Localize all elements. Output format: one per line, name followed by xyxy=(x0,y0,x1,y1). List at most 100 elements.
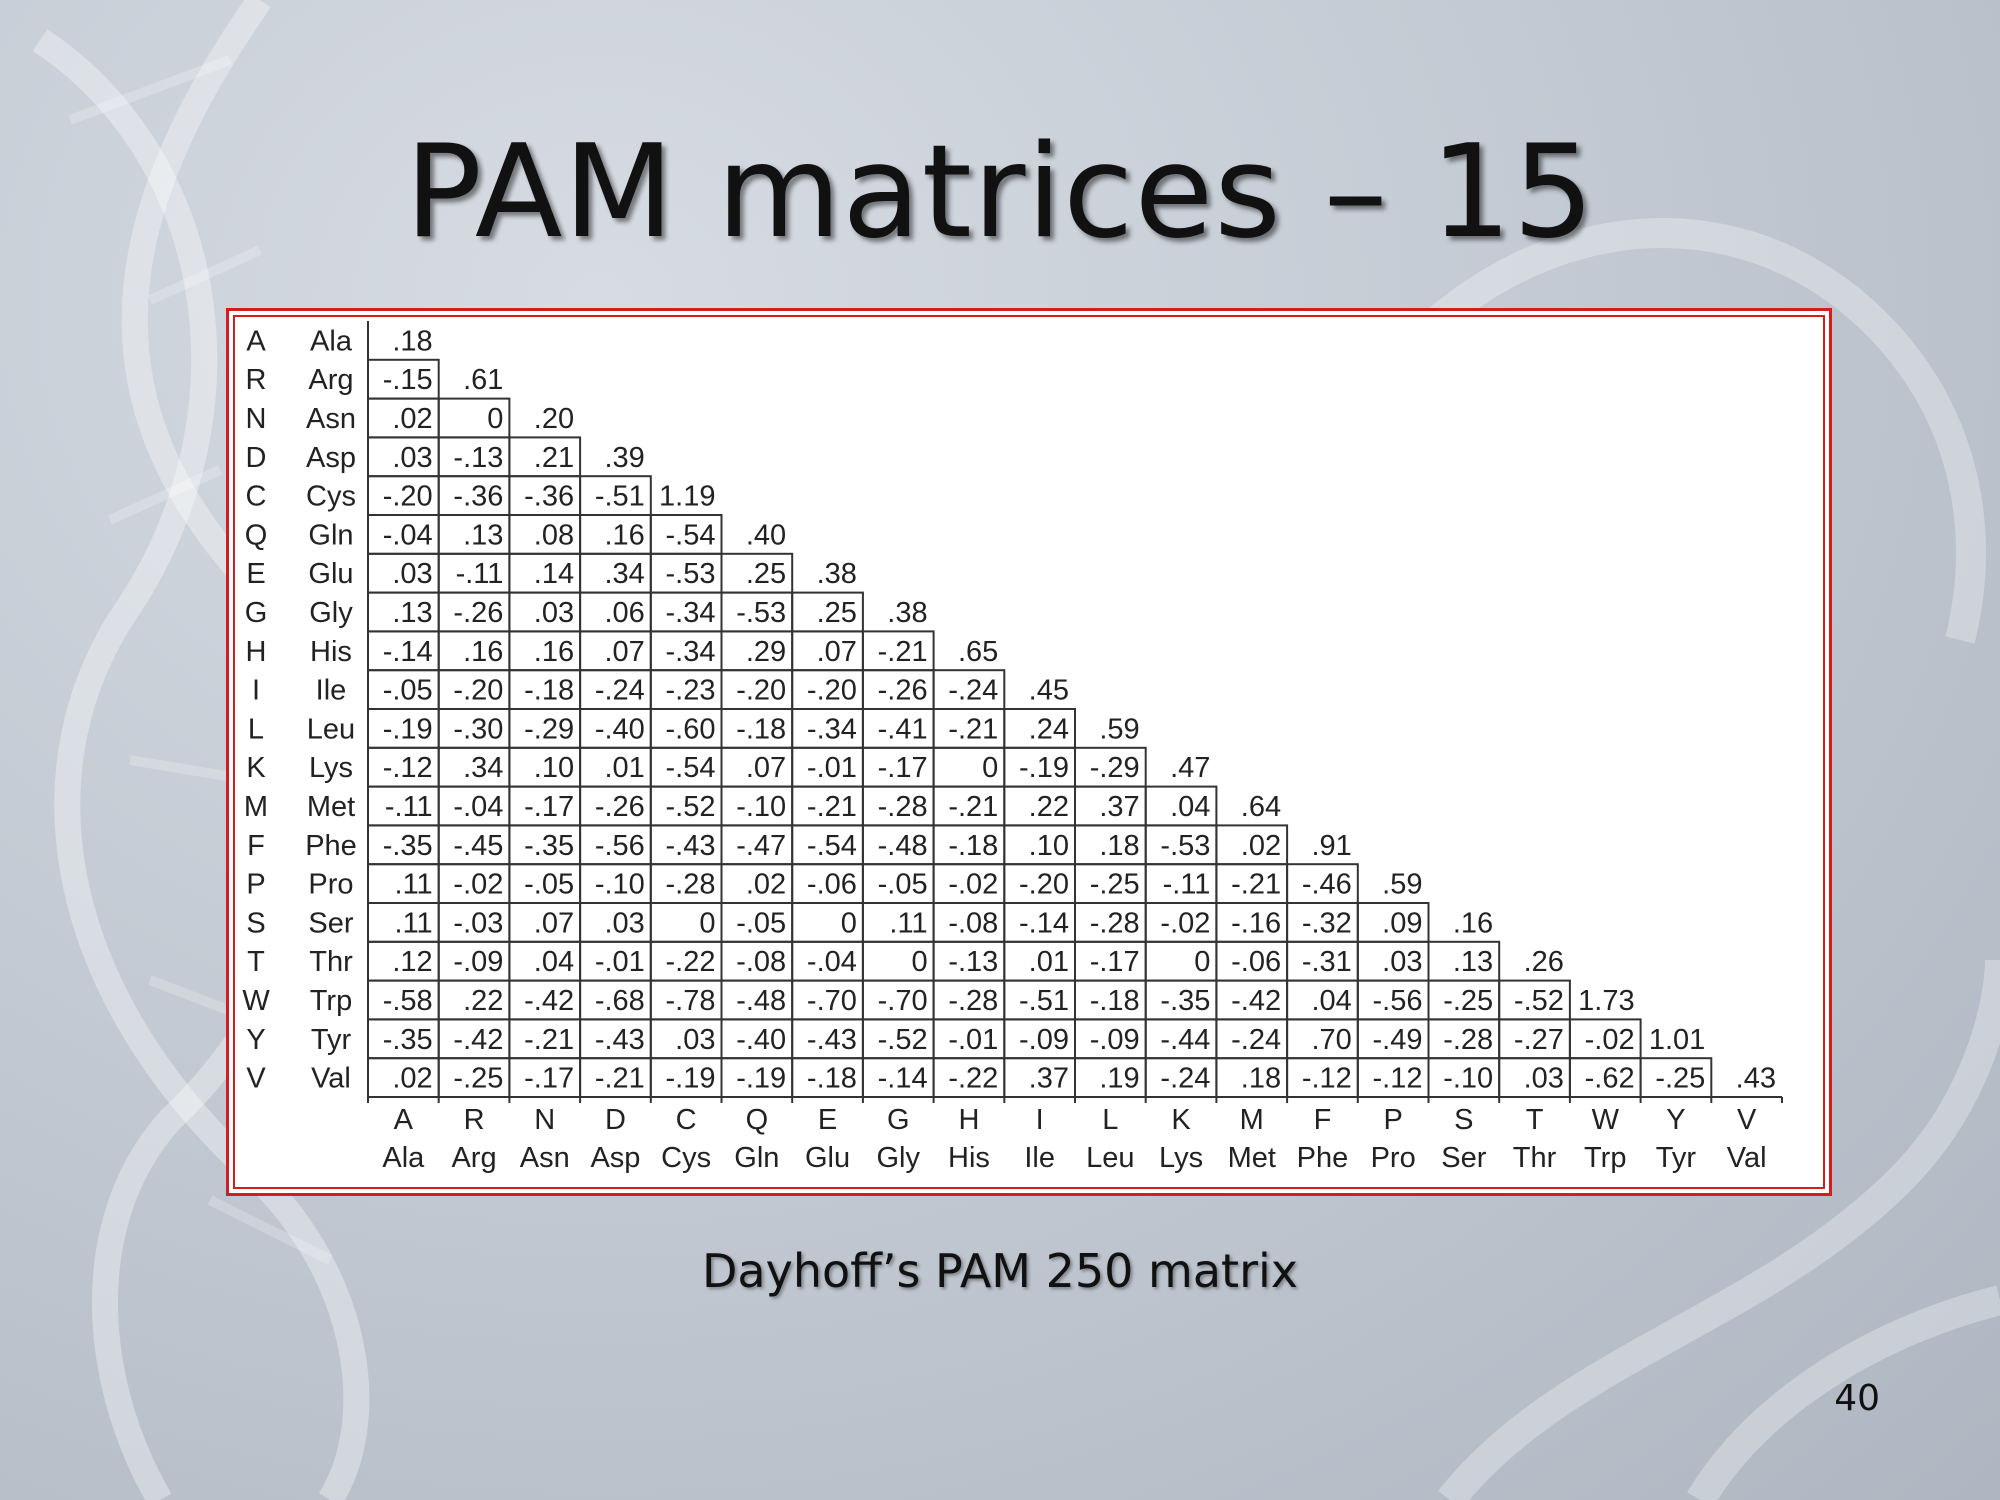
matrix-cell-value: -.28 xyxy=(1090,907,1140,939)
matrix-cell-value: -.25 xyxy=(1655,1063,1705,1095)
column-code-label: D xyxy=(605,1104,626,1136)
row-code-label: V xyxy=(246,1063,266,1095)
row-name-label: Asn xyxy=(306,403,356,435)
matrix-cell-value: .13 xyxy=(392,597,432,629)
page-number: 40 xyxy=(1834,1378,1880,1419)
row-code-label: T xyxy=(247,946,265,978)
column-code-label: L xyxy=(1102,1104,1118,1136)
row-name-label: Ile xyxy=(316,675,347,707)
matrix-cell-value: -.43 xyxy=(666,830,716,862)
row-code-label: H xyxy=(246,636,267,668)
matrix-cell-value: -.26 xyxy=(595,791,645,823)
column-name-label: Ser xyxy=(1441,1142,1486,1174)
matrix-cell-value: -.40 xyxy=(595,713,645,745)
column-code-label: K xyxy=(1171,1104,1191,1136)
matrix-cell-value: -.21 xyxy=(878,636,928,668)
matrix-cell-value: .11 xyxy=(889,907,927,939)
matrix-cell-value: -.20 xyxy=(736,675,786,707)
matrix-cell-value: .07 xyxy=(817,636,857,668)
matrix-cell-value: -.28 xyxy=(666,869,716,901)
row-code-label: P xyxy=(246,869,265,901)
matrix-cell-value: -.70 xyxy=(878,985,928,1017)
matrix-grid-lines xyxy=(367,321,1783,1103)
row-name-label: His xyxy=(310,636,352,668)
column-code-label: N xyxy=(534,1104,555,1136)
matrix-cell-value: -.18 xyxy=(1090,985,1140,1017)
column-name-label: Thr xyxy=(1513,1142,1557,1174)
column-code-label: V xyxy=(1737,1104,1757,1136)
column-code-label: A xyxy=(394,1104,414,1136)
pam-matrix-panel: A Ala .18 R Arg -.15 .61 N Asn .02 0 .20 D Asp .03 -.13… xyxy=(226,308,1832,1196)
matrix-cell-value: -.41 xyxy=(878,713,928,745)
matrix-cell-value: -.13 xyxy=(453,442,503,474)
matrix-cell-value: -.21 xyxy=(524,1024,574,1056)
matrix-cell-value: -.20 xyxy=(807,675,857,707)
matrix-cell-value: .34 xyxy=(604,558,644,590)
matrix-cell-value: -.42 xyxy=(1231,985,1281,1017)
column-code-label: I xyxy=(1036,1104,1044,1136)
matrix-cell-value: -.27 xyxy=(1514,1024,1564,1056)
matrix-cell-value: -.35 xyxy=(1160,985,1210,1017)
matrix-cell-value: -.34 xyxy=(666,597,716,629)
matrix-cell-value: 0 xyxy=(1194,946,1210,978)
column-name-label: Pro xyxy=(1371,1142,1416,1174)
matrix-cell-value: 0 xyxy=(911,946,927,978)
matrix-cell-value: -.02 xyxy=(1585,1024,1635,1056)
matrix-cell-value: .02 xyxy=(392,1063,432,1095)
matrix-cell-value: -.34 xyxy=(666,636,716,668)
pam250-matrix-table: A Ala .18 R Arg -.15 .61 N Asn .02 0 .20 D Asp .03 -.13… xyxy=(242,321,1783,1174)
matrix-cell-value: -.48 xyxy=(878,830,928,862)
matrix-diagonal-value: .65 xyxy=(958,636,998,668)
column-name-label: Val xyxy=(1727,1142,1767,1174)
matrix-diagonal-value: .61 xyxy=(463,364,503,396)
matrix-cell-value: -.12 xyxy=(1373,1063,1423,1095)
matrix-cell-value: .03 xyxy=(392,442,432,474)
matrix-cell-value: .11 xyxy=(395,907,433,939)
matrix-cell-value: -.44 xyxy=(1160,1024,1210,1056)
matrix-cell-value: -.62 xyxy=(1585,1063,1635,1095)
row-name-label: Ala xyxy=(310,325,353,357)
matrix-cell-value: -.47 xyxy=(736,830,786,862)
row-code-label: A xyxy=(246,325,266,357)
matrix-cell-value: -.56 xyxy=(1373,985,1423,1017)
matrix-diagonal-value: .40 xyxy=(746,519,786,551)
matrix-cell-value: -.19 xyxy=(666,1063,716,1095)
matrix-cell-value: -.42 xyxy=(524,985,574,1017)
matrix-cell-value: -.24 xyxy=(948,675,998,707)
matrix-cell-value: .01 xyxy=(604,752,644,784)
matrix-cell-value: -.04 xyxy=(383,519,433,551)
row-name-label: Asp xyxy=(306,442,356,474)
matrix-cell-value: -.04 xyxy=(807,946,857,978)
matrix-cell-value: -.30 xyxy=(453,713,503,745)
matrix-cell-value: -.45 xyxy=(453,830,503,862)
matrix-cell-value: -.02 xyxy=(1160,907,1210,939)
column-code-label: Q xyxy=(746,1104,769,1136)
matrix-cell-value: -.78 xyxy=(666,985,716,1017)
matrix-cell-value: .12 xyxy=(392,946,432,978)
matrix-cell-value: -.20 xyxy=(383,481,433,513)
matrix-cell-value: .21 xyxy=(534,442,574,474)
matrix-cell-value: -.36 xyxy=(524,481,574,513)
matrix-diagonal-value: .59 xyxy=(1099,713,1139,745)
row-name-label: Glu xyxy=(308,558,353,590)
matrix-cell-value: -.13 xyxy=(948,946,998,978)
matrix-cell-value: -.06 xyxy=(807,869,857,901)
matrix-cell-value: -.17 xyxy=(524,791,574,823)
row-code-label: I xyxy=(252,675,260,707)
matrix-cell-value: -.17 xyxy=(878,752,928,784)
row-code-label: F xyxy=(247,830,265,862)
matrix-cell-value: .22 xyxy=(1029,791,1069,823)
matrix-cell-value: -.26 xyxy=(453,597,503,629)
matrix-cell-value: -.10 xyxy=(595,869,645,901)
row-name-label: Thr xyxy=(309,946,353,978)
matrix-cell-value: .29 xyxy=(746,636,786,668)
column-code-label: E xyxy=(818,1104,837,1136)
matrix-diagonal-value: 1.01 xyxy=(1649,1024,1705,1056)
matrix-cell-value: .07 xyxy=(604,636,644,668)
column-name-label: His xyxy=(948,1142,990,1174)
row-name-label: Val xyxy=(311,1063,351,1095)
matrix-cell-value: -.28 xyxy=(948,985,998,1017)
matrix-cell-value: -.18 xyxy=(736,713,786,745)
row-code-label: D xyxy=(246,442,267,474)
